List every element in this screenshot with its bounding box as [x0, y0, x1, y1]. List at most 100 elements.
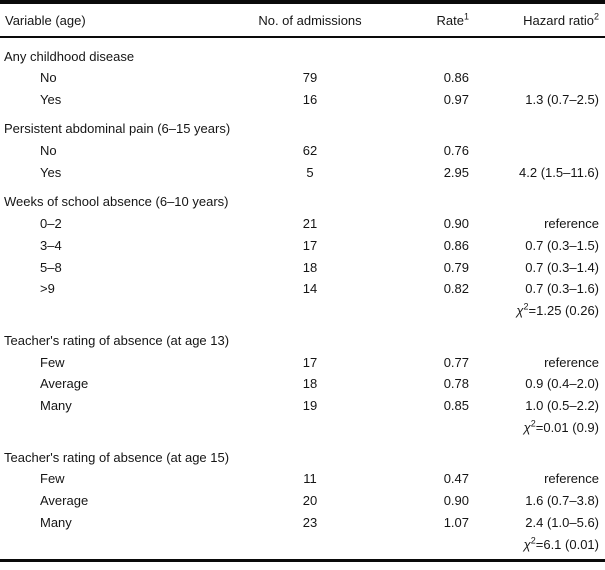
empty-cell: [375, 417, 473, 439]
section-row: Persistent abdominal pain (6–15 years): [0, 110, 605, 140]
table-row: No 62 0.76: [0, 140, 605, 162]
hazard-ratio-value: 1.6 (0.7–3.8): [525, 493, 599, 509]
empty-cell: [245, 300, 375, 322]
empty-cell: [0, 533, 245, 555]
admissions-value: 18: [302, 376, 318, 392]
table-row: Average 18 0.78 0.9 (0.4–2.0): [0, 373, 605, 395]
chi-symbol: χ: [523, 419, 531, 435]
chi-symbol: χ: [523, 536, 531, 552]
rate-header-text: Rate: [436, 12, 464, 28]
row-label: >9: [40, 281, 55, 297]
rate-value: 0.90: [443, 493, 469, 509]
section-label: Teacher's rating of absence (at age 15): [4, 449, 230, 465]
section-row: Weeks of school absence (6–10 years): [0, 183, 605, 213]
table-row: Yes 5 2.95 4.2 (1.5–11.6): [0, 161, 605, 183]
section-row: Teacher's rating of absence (at age 13): [0, 322, 605, 352]
empty-cell: [375, 533, 473, 555]
chi-square-row: χ2=6.1 (0.01): [0, 533, 605, 555]
row-label: Few: [40, 471, 65, 487]
hazard-ratio-value: 1.0 (0.5–2.2): [525, 398, 599, 414]
rate-value: 0.77: [443, 354, 469, 370]
table-row: Average 20 0.90 1.6 (0.7–3.8): [0, 490, 605, 512]
section-label: Persistent abdominal pain (6–15 years): [4, 121, 231, 137]
admissions-value: 17: [302, 354, 318, 370]
hazard-ratio-value: 0.9 (0.4–2.0): [525, 376, 599, 392]
admissions-value: 16: [302, 91, 318, 107]
section-row: Any childhood disease: [0, 37, 605, 67]
row-label: Many: [40, 514, 72, 530]
hazard-ratio-value: 2.4 (1.0–5.6): [525, 514, 599, 530]
header-row: Variable (age) No. of admissions Rate1 H…: [0, 4, 605, 38]
hazard-ratio-value: reference: [544, 471, 599, 487]
hazard-ratio-value: 4.2 (1.5–11.6): [519, 164, 599, 180]
chi-square-statistic: χ2=6.1 (0.01): [473, 533, 605, 555]
admissions-value: 79: [302, 69, 318, 85]
table-row: 5–8 18 0.79 0.7 (0.3–1.4): [0, 256, 605, 278]
table-row: 3–4 17 0.86 0.7 (0.3–1.5): [0, 234, 605, 256]
row-label: Many: [40, 398, 72, 414]
section-label: Weeks of school absence (6–10 years): [4, 194, 229, 210]
chi-superscript: 2: [530, 418, 536, 429]
chi-value: =6.1 (0.01): [535, 536, 599, 552]
admissions-value: 21: [302, 216, 318, 232]
hazard-ratio-value: 1.3 (0.7–2.5): [525, 91, 599, 107]
empty-cell: [245, 533, 375, 555]
hazard-ratio-value: [473, 67, 605, 89]
table-row: Few 11 0.47 reference: [0, 468, 605, 490]
hazard-header-text: Hazard ratio: [523, 12, 594, 28]
rate-value: 0.79: [443, 259, 469, 275]
table-header: Variable (age) No. of admissions Rate1 H…: [0, 4, 605, 38]
hazard-footnote-marker: 2: [593, 11, 599, 22]
rate-value: 0.82: [443, 281, 469, 297]
admissions-value: 19: [302, 398, 318, 414]
empty-cell: [0, 300, 245, 322]
chi-superscript: 2: [530, 535, 536, 546]
rate-value: 1.07: [443, 514, 469, 530]
admissions-value: 11: [303, 471, 317, 487]
table-row: No 79 0.86: [0, 67, 605, 89]
chi-value: =1.25 (0.26): [528, 303, 599, 319]
column-header-hazard-ratio: Hazard ratio2: [473, 4, 605, 38]
admissions-value: 14: [302, 281, 318, 297]
column-header-admissions: No. of admissions: [245, 4, 375, 38]
chi-square-statistic: χ2=1.25 (0.26): [473, 300, 605, 322]
row-label: Yes: [40, 164, 62, 180]
row-label: Average: [40, 493, 89, 509]
admissions-value: 17: [302, 237, 318, 253]
rate-value: 0.76: [443, 142, 469, 158]
rate-value: 0.86: [443, 237, 469, 253]
row-label: 0–2: [40, 216, 62, 232]
row-label: Few: [40, 354, 65, 370]
table-row: Many 23 1.07 2.4 (1.0–5.6): [0, 511, 605, 533]
admissions-value: 20: [302, 493, 318, 509]
section-label: Teacher's rating of absence (at age 13): [4, 332, 230, 348]
rate-value: 0.90: [443, 216, 469, 232]
row-label: Yes: [40, 91, 62, 107]
hazard-ratio-value: 0.7 (0.3–1.6): [525, 281, 599, 297]
table-row: 0–2 21 0.90 reference: [0, 213, 605, 235]
hazard-ratio-value: reference: [544, 216, 599, 232]
admissions-value: 18: [302, 259, 318, 275]
rate-value: 0.47: [443, 471, 469, 487]
rate-value: 0.97: [443, 91, 469, 107]
column-header-variable: Variable (age): [0, 4, 245, 38]
column-header-rate: Rate1: [375, 4, 473, 38]
table-row: Many 19 0.85 1.0 (0.5–2.2): [0, 395, 605, 417]
row-label: No: [40, 142, 57, 158]
admissions-value: 62: [302, 142, 318, 158]
chi-value: =0.01 (0.9): [535, 419, 599, 435]
chi-square-statistic: χ2=0.01 (0.9): [473, 417, 605, 439]
chi-symbol: χ: [516, 303, 524, 319]
section-label: Any childhood disease: [4, 48, 135, 64]
empty-cell: [0, 417, 245, 439]
chi-square-row: χ2=0.01 (0.9): [0, 417, 605, 439]
empty-cell: [245, 417, 375, 439]
empty-cell: [375, 300, 473, 322]
table-body: Any childhood disease No 79 0.86 Yes 16 0.97 1.…: [0, 37, 605, 555]
row-label: Average: [40, 376, 89, 392]
section-row: Teacher's rating of absence (at age 15): [0, 438, 605, 468]
row-label: 5–8: [40, 259, 62, 275]
hazard-ratio-value: 0.7 (0.3–1.4): [525, 259, 599, 275]
rate-value: 0.85: [443, 398, 469, 414]
